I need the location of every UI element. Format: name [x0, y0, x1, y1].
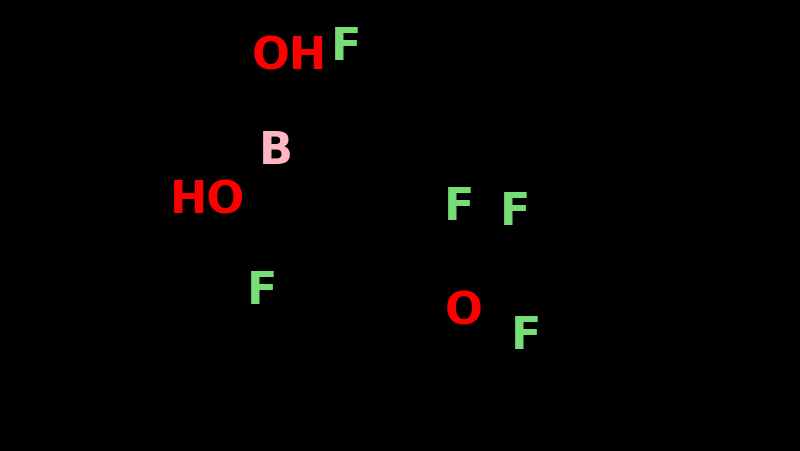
Text: B: B [258, 129, 293, 173]
Text: HO: HO [170, 179, 246, 222]
Text: F: F [511, 314, 542, 358]
Text: F: F [443, 186, 474, 229]
Text: O: O [444, 290, 482, 333]
Text: OH: OH [252, 35, 327, 78]
Text: F: F [500, 190, 530, 234]
Text: F: F [247, 269, 278, 313]
Text: F: F [330, 26, 361, 69]
